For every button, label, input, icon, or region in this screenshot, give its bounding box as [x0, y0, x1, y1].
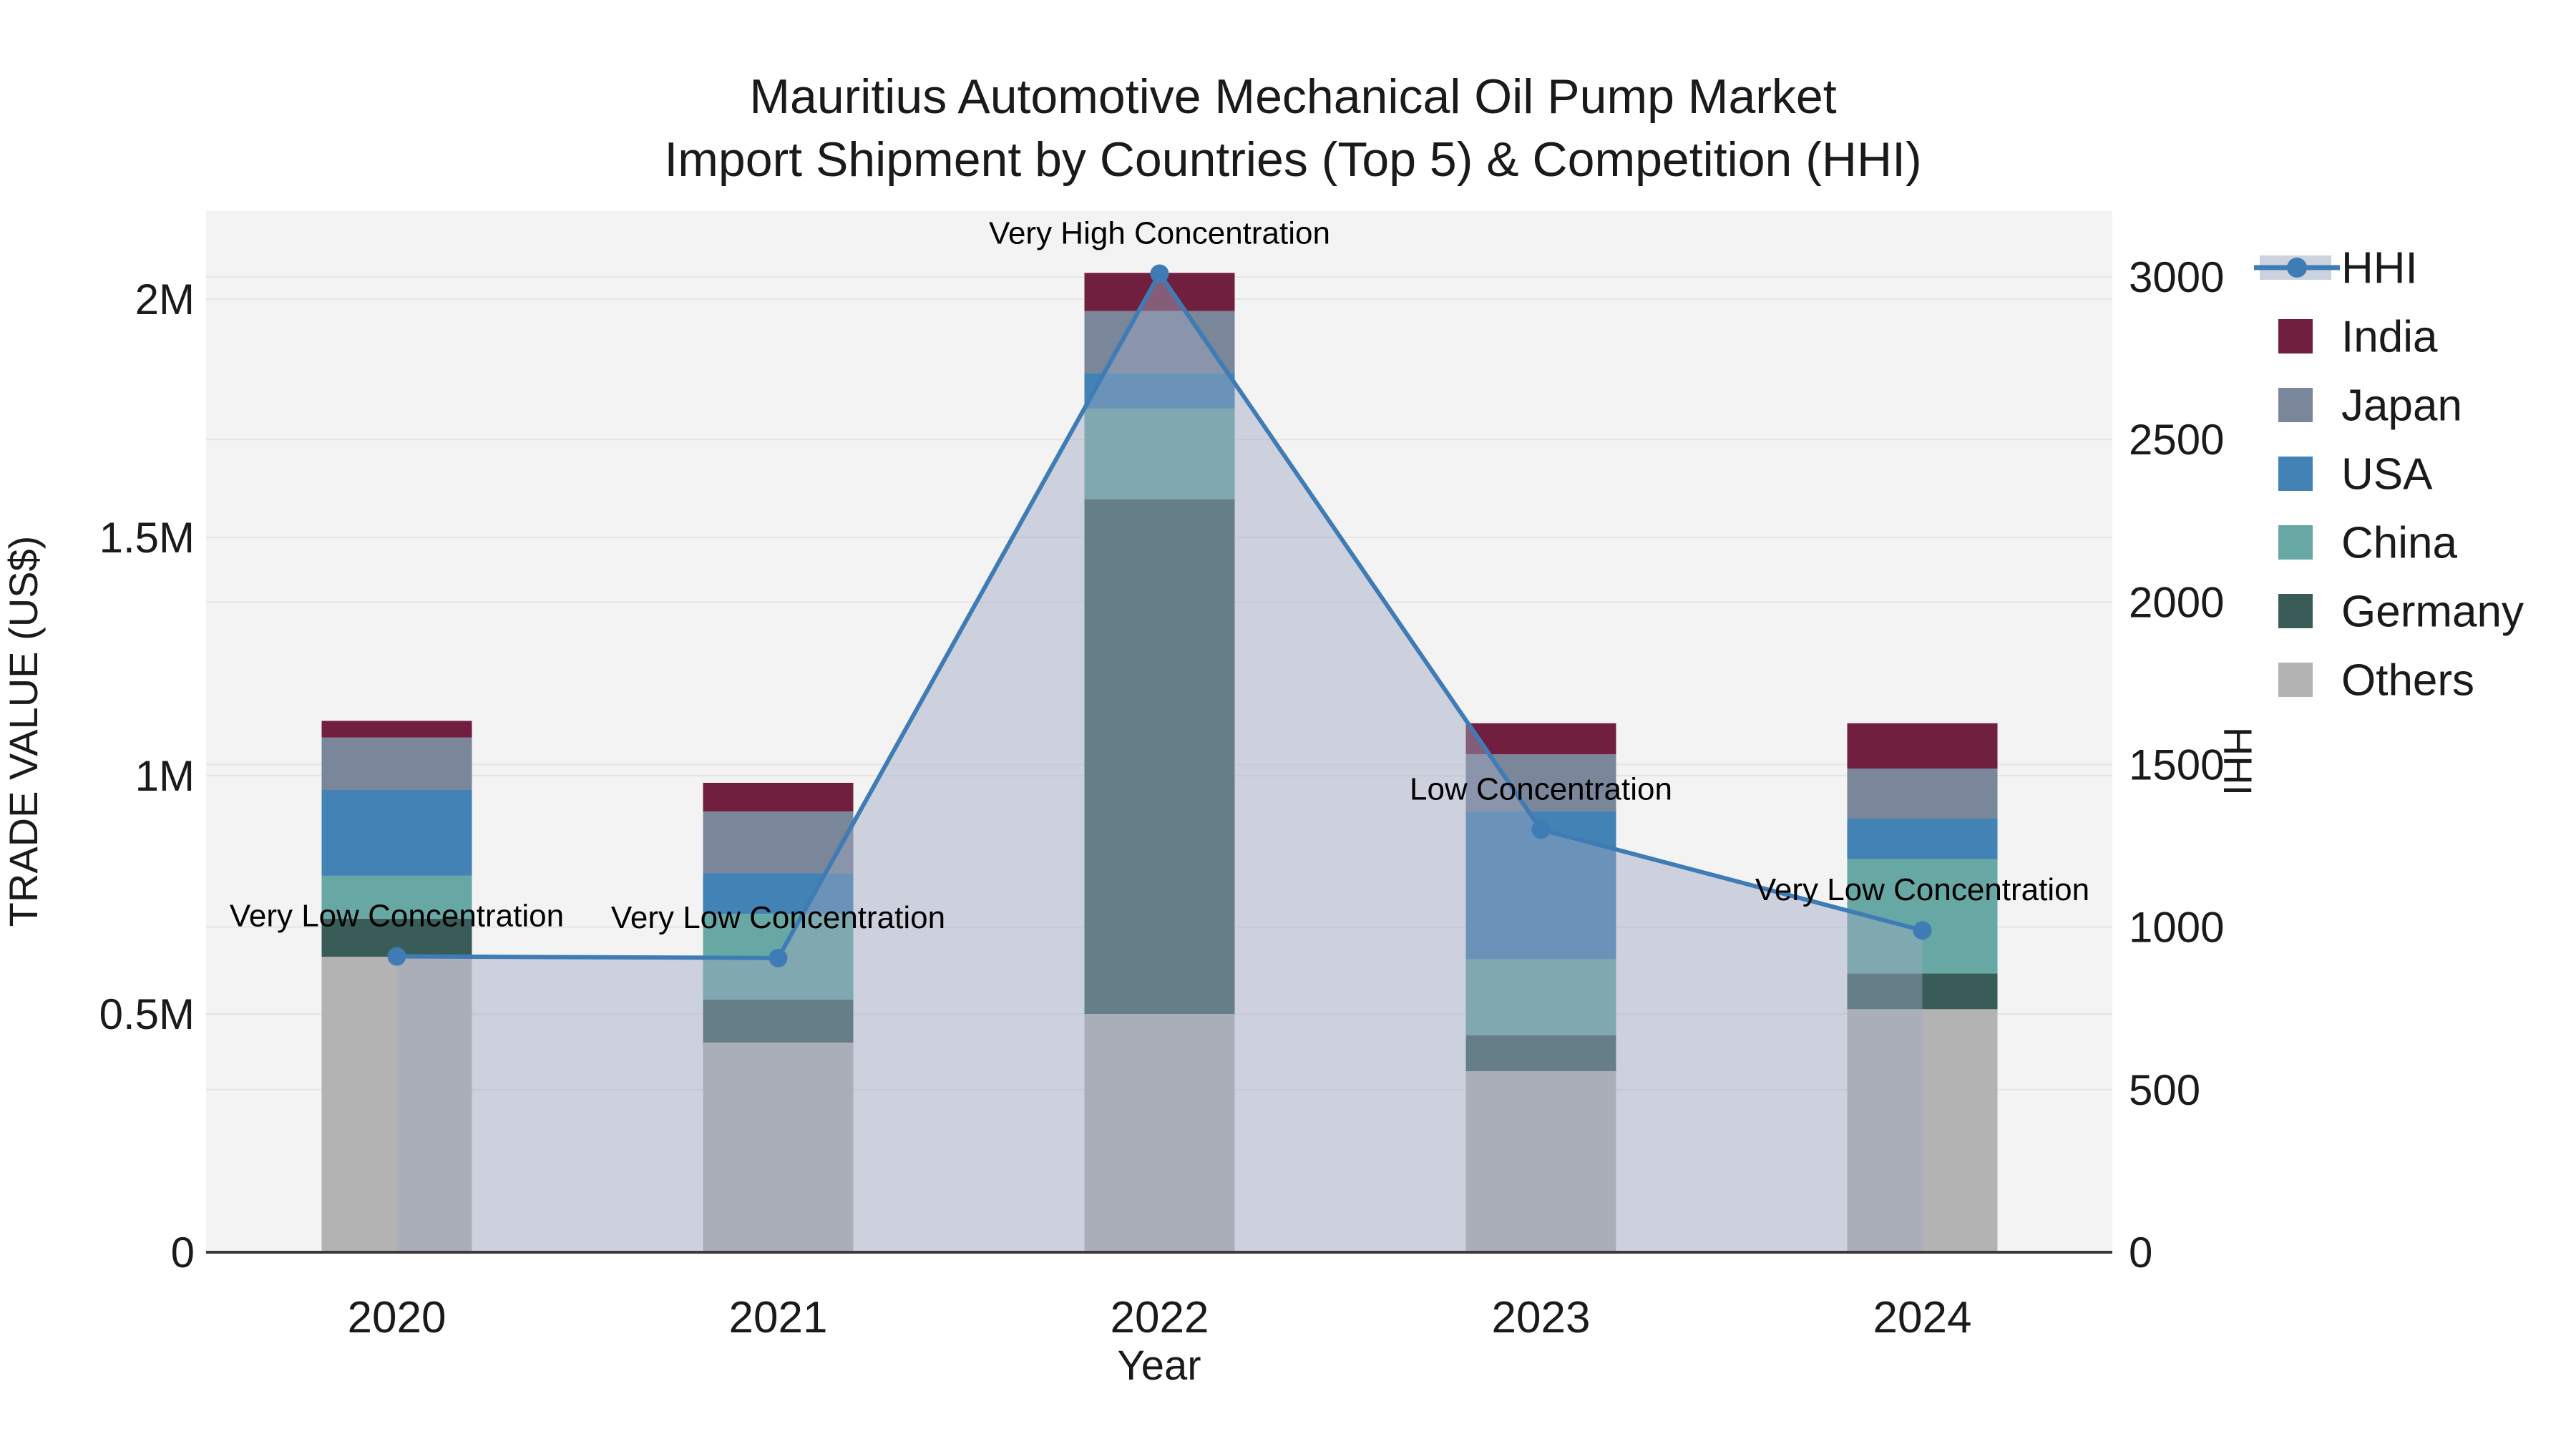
legend-label-japan: Japan	[2341, 381, 2462, 431]
bar-segment-others-2024	[1847, 1009, 1998, 1252]
legend-hhi-marker	[2287, 258, 2307, 278]
bar-segment-japan-2024	[1847, 769, 1998, 819]
annotation-2024: Very Low Concentration	[1755, 872, 2089, 907]
y-right-axis-title: HHI	[2215, 727, 2260, 796]
bar-segment-usa-2020	[321, 789, 472, 876]
bar-segment-usa-2022	[1084, 373, 1235, 409]
bar-segment-germany-2021	[703, 1000, 854, 1043]
y-right-tick-label-0: 0	[2129, 1229, 2152, 1277]
x-tick-label-2024: 2024	[1873, 1293, 1972, 1342]
bar-segment-germany-2023	[1465, 1035, 1616, 1071]
bar-segment-others-2021	[703, 1042, 854, 1252]
legend-item-india[interactable]: India	[2278, 313, 2438, 362]
y-left-tick-label-0.5M: 0.5M	[99, 990, 195, 1038]
legend-swatch-japan	[2278, 388, 2313, 422]
legend-label-others: Others	[2341, 656, 2474, 706]
bar-segment-china-2020	[321, 875, 472, 919]
legend-swatch-germany	[2278, 594, 2313, 628]
y-left-tick-label-0: 0	[171, 1229, 195, 1277]
legend-item-usa[interactable]: USA	[2278, 450, 2433, 499]
bar-segment-china-2022	[1084, 409, 1235, 499]
hhi-marker-2021	[769, 948, 788, 967]
hhi-marker-2020	[387, 947, 406, 966]
legend-label-china: China	[2341, 519, 2458, 568]
legend-item-germany[interactable]: Germany	[2278, 587, 2524, 637]
bar-segment-india-2024	[1847, 723, 1998, 769]
chart-title-line-2: Import Shipment by Countries (Top 5) & C…	[664, 132, 1921, 187]
bar-segment-usa-2024	[1847, 818, 1998, 859]
y-left-tick-label-2M: 2M	[135, 275, 195, 323]
legend-label-usa: USA	[2341, 450, 2433, 499]
y-right-tick-label-1000: 1000	[2129, 904, 2224, 952]
bar-segment-japan-2020	[321, 737, 472, 790]
legend-swatch-india	[2278, 319, 2313, 353]
hhi-area-fill	[396, 273, 1923, 1253]
legend-swatch-usa	[2278, 457, 2313, 491]
annotation-2020: Very Low Concentration	[230, 899, 564, 934]
y-left-tick-label-1.5M: 1.5M	[99, 514, 195, 562]
bar-segment-india-2020	[321, 721, 472, 738]
y-right-tick-label-1500: 1500	[2129, 741, 2224, 789]
x-tick-label-2021: 2021	[729, 1293, 828, 1342]
y-right-tick-label-3000: 3000	[2129, 253, 2224, 301]
bar-segment-others-2020	[321, 957, 472, 1252]
x-tick-label-2020: 2020	[348, 1293, 447, 1342]
hhi-marker-2022	[1150, 264, 1169, 283]
y-left-axis-title: TRADE VALUE (US$)	[1, 536, 46, 927]
bar-segment-others-2023	[1465, 1070, 1616, 1252]
hhi-marker-2023	[1531, 820, 1551, 839]
legend-item-others[interactable]: Others	[2278, 656, 2474, 706]
legend-item-japan[interactable]: Japan	[2278, 381, 2462, 431]
bar-segment-india-2023	[1465, 723, 1616, 755]
bar-segment-japan-2021	[703, 811, 854, 874]
hhi-marker-2024	[1913, 921, 1932, 940]
y-right-tick-label-500: 500	[2129, 1066, 2200, 1114]
chart-title-line-1: Mauritius Automotive Mechanical Oil Pump…	[749, 69, 1836, 124]
bar-segment-germany-2024	[1847, 973, 1998, 1010]
annotation-2021: Very Low Concentration	[611, 900, 945, 935]
legend-label-germany: Germany	[2341, 587, 2524, 637]
bar-segment-usa-2021	[703, 873, 854, 914]
legend-item-china[interactable]: China	[2278, 519, 2458, 568]
annotation-2023: Low Concentration	[1410, 771, 1672, 806]
y-right-tick-label-2500: 2500	[2129, 416, 2224, 464]
legend-label-india: India	[2341, 313, 2438, 362]
x-tick-label-2023: 2023	[1492, 1293, 1591, 1342]
bar-segment-japan-2023	[1465, 754, 1616, 811]
bar-segment-china-2023	[1465, 959, 1616, 1035]
y-left-tick-label-1M: 1M	[135, 752, 195, 800]
bar-segment-germany-2022	[1084, 499, 1235, 1014]
bar-segment-others-2022	[1084, 1014, 1235, 1252]
legend-label-hhi: HHI	[2341, 244, 2418, 293]
annotation-2022: Very High Concentration	[989, 215, 1330, 250]
x-axis-title: Year	[1117, 1342, 1201, 1389]
bar-segment-india-2021	[703, 782, 854, 811]
legend-swatch-china	[2278, 525, 2313, 560]
legend-item-hhi[interactable]: HHI	[2254, 244, 2418, 293]
legend-swatch-others	[2278, 663, 2313, 697]
x-tick-label-2022: 2022	[1111, 1293, 1209, 1342]
y-right-tick-label-2000: 2000	[2129, 578, 2224, 626]
